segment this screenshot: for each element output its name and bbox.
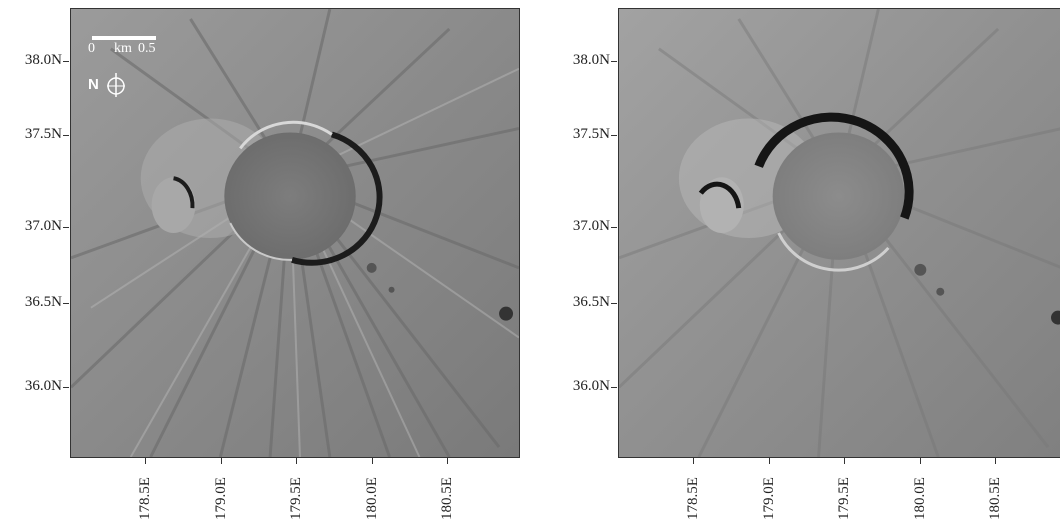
x-tick-label: 179.5E <box>288 477 304 520</box>
x-tick-label: 180.5E <box>987 477 1003 520</box>
y-tick-label: 36.0N <box>572 378 610 394</box>
y-tick-label: 38.0N <box>572 52 610 68</box>
y-tick <box>63 387 69 388</box>
y-tick <box>63 303 69 304</box>
scale-end-label: 0.5 <box>138 41 156 56</box>
scale-unit-label: km <box>114 41 132 56</box>
x-tick <box>844 458 845 464</box>
right-map-panel: 38.0N 37.5N 37.0N 36.5N 36.0N 178.5E 179… <box>548 0 1060 525</box>
x-tick-label: 179.0E <box>213 477 229 520</box>
x-tick <box>372 458 373 464</box>
y-tick-label: 37.0N <box>572 218 610 234</box>
y-tick-label: 37.0N <box>24 218 62 234</box>
y-tick-label: 36.5N <box>572 294 610 310</box>
y-tick <box>63 135 69 136</box>
x-tick-label: 179.5E <box>836 477 852 520</box>
y-tick-label: 38.0N <box>24 52 62 68</box>
y-tick <box>611 387 617 388</box>
y-tick-label: 36.5N <box>24 294 62 310</box>
compass-icon <box>107 73 125 97</box>
x-tick-label: 180.0E <box>912 477 928 520</box>
y-tick-label: 37.5N <box>24 126 62 142</box>
x-tick-label: 179.0E <box>761 477 777 520</box>
x-tick <box>769 458 770 464</box>
x-tick-label: 180.5E <box>439 477 455 520</box>
x-tick <box>693 458 694 464</box>
y-tick <box>611 303 617 304</box>
right-terrain-image <box>618 8 1060 458</box>
x-tick <box>221 458 222 464</box>
x-tick <box>995 458 996 464</box>
x-tick <box>296 458 297 464</box>
y-tick <box>611 227 617 228</box>
y-tick-label: 37.5N <box>572 126 610 142</box>
x-tick <box>145 458 146 464</box>
north-letter: N <box>88 76 99 93</box>
x-tick <box>920 458 921 464</box>
x-tick-label: 180.0E <box>364 477 380 520</box>
left-terrain-image <box>70 8 520 458</box>
y-tick-label: 36.0N <box>24 378 62 394</box>
y-tick <box>611 135 617 136</box>
x-tick-label: 178.5E <box>137 477 153 520</box>
left-map-panel: 0 km 0.5 N 38.0N 37.5N 37.0N 36.5N 36.0N… <box>24 8 520 520</box>
y-tick <box>611 61 617 62</box>
north-arrow: N <box>88 72 132 98</box>
y-tick <box>63 61 69 62</box>
scale-bar <box>92 36 156 40</box>
x-tick-label: 178.5E <box>685 477 701 520</box>
x-tick <box>447 458 448 464</box>
scale-start-label: 0 <box>88 41 95 56</box>
y-tick <box>63 227 69 228</box>
